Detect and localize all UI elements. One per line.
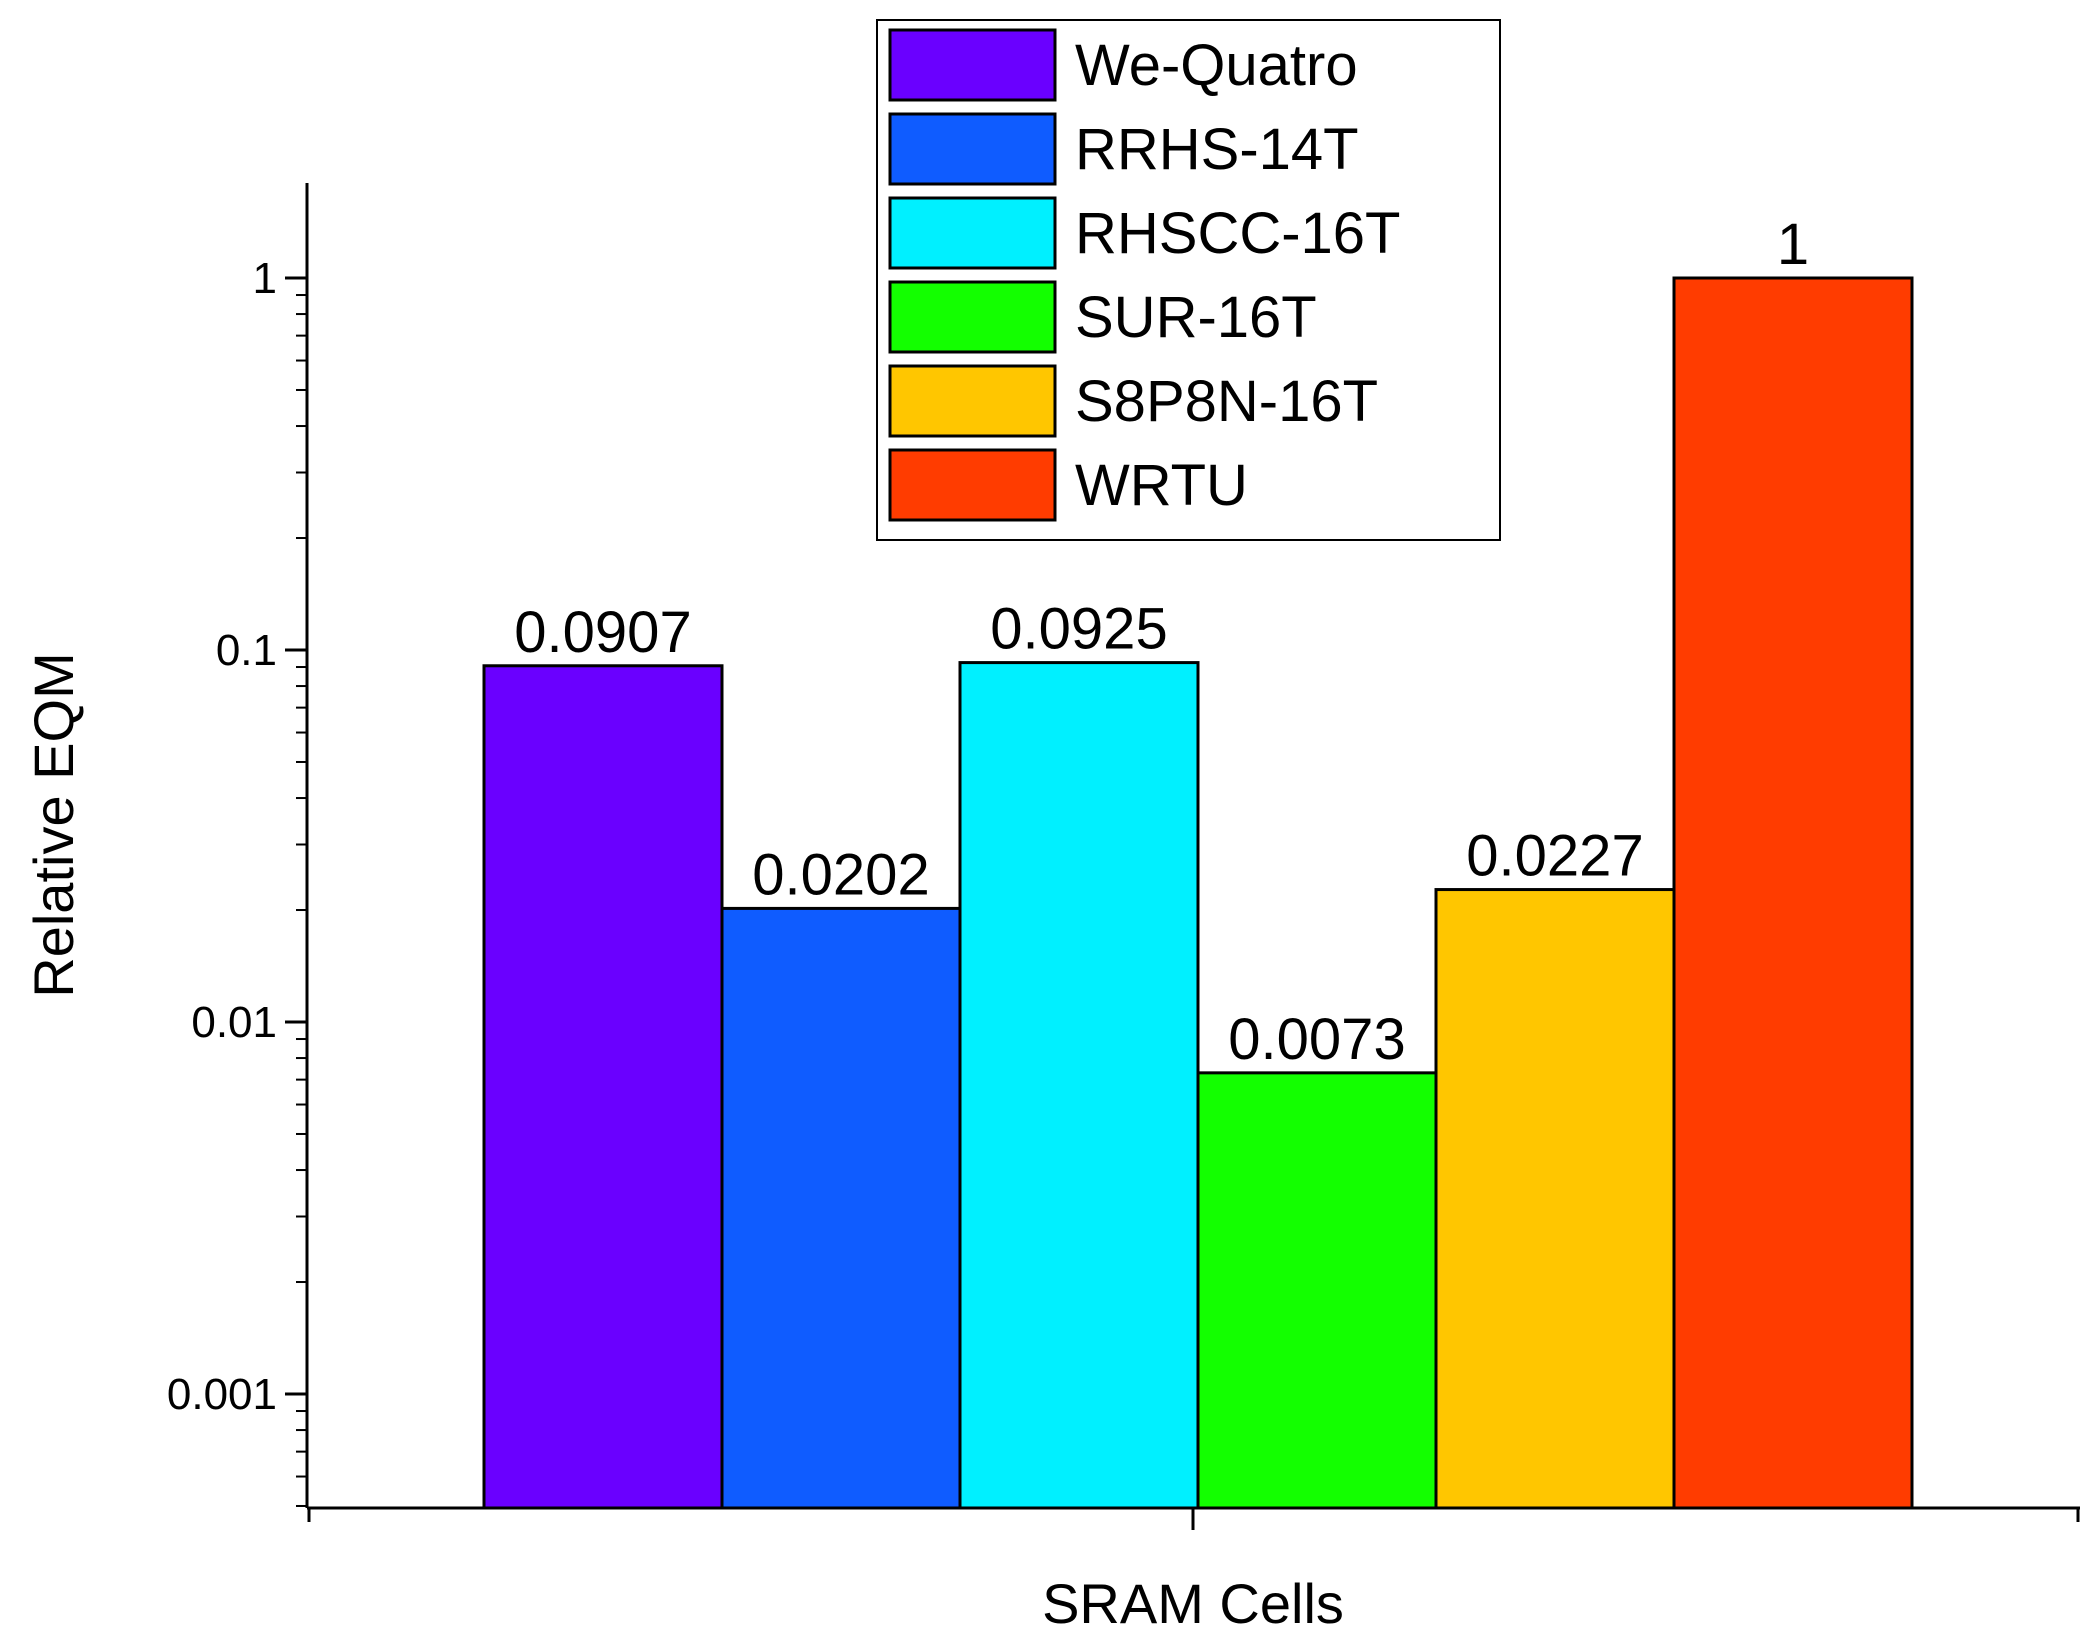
bar-s8p8n-16t	[1434, 888, 1676, 1510]
legend-swatch	[888, 112, 1057, 186]
bar-value-label: 0.0907	[514, 600, 691, 665]
y-tick-label: 1	[253, 254, 277, 303]
bar-we-quatro	[482, 664, 724, 1510]
bar-rrhs-14t	[720, 906, 962, 1510]
y-axis-ticks: 0.001 0.01 0.1 1	[167, 254, 307, 1419]
legend-swatch	[888, 448, 1057, 522]
bar-wrtu	[1672, 276, 1914, 1510]
y-tick-label: 0.1	[216, 626, 277, 675]
legend-swatch	[888, 196, 1057, 270]
y-axis-minor-ticks	[296, 294, 307, 1507]
legend-swatch	[888, 280, 1057, 354]
legend-label: WRTU	[1075, 453, 1248, 518]
legend-label: We-Quatro	[1075, 33, 1358, 98]
bar-sur-16t	[1196, 1071, 1438, 1510]
y-axis-title: Relative EQM	[22, 652, 85, 997]
bar-value-label: 0.0227	[1466, 824, 1643, 889]
legend-swatch	[888, 364, 1057, 438]
bar-series	[482, 276, 1914, 1510]
bar-rhscc-16t	[958, 661, 1200, 1510]
bar-value-label: 0.0925	[990, 597, 1167, 662]
legend: We-Quatro RRHS-14T RHSCC-16T SUR-16T S8P8N-1…	[876, 19, 1501, 541]
bar-value-label: 0.0073	[1228, 1007, 1405, 1072]
x-axis-title: SRAM Cells	[1042, 1572, 1344, 1635]
data-labels: 0.0907 0.0202 0.0925 0.0073 0.0227 1	[514, 212, 1809, 1072]
y-tick-label: 0.001	[167, 1370, 277, 1419]
legend-label: RHSCC-16T	[1075, 201, 1401, 266]
bar-value-label: 1	[1777, 212, 1809, 277]
bar-value-label: 0.0202	[752, 842, 929, 907]
legend-label: S8P8N-16T	[1075, 369, 1378, 434]
legend-swatch	[888, 28, 1057, 102]
y-tick-label: 0.01	[191, 998, 277, 1047]
legend-label: SUR-16T	[1075, 285, 1317, 350]
legend-label: RRHS-14T	[1075, 117, 1359, 182]
